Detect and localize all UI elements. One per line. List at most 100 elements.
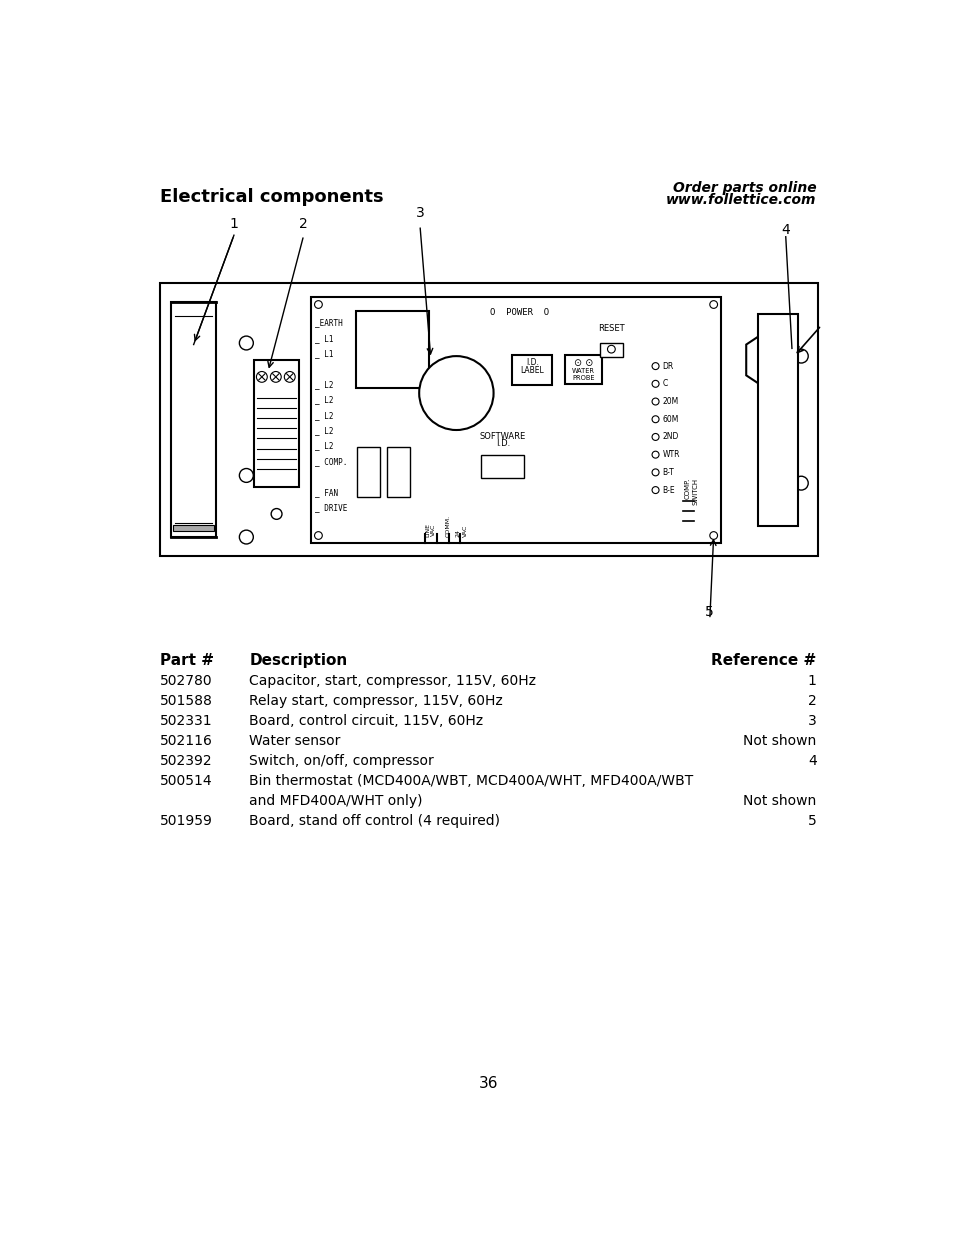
Text: www.follettice.com: www.follettice.com	[665, 193, 816, 206]
Text: 5: 5	[704, 605, 714, 620]
Text: Bin thermostat (MCD400A/WBT, MCD400A/WHT, MFD400A/WBT: Bin thermostat (MCD400A/WBT, MCD400A/WHT…	[249, 774, 693, 788]
Text: _ L1: _ L1	[314, 350, 333, 358]
Bar	[757, 314, 798, 526]
Text: LABEL: LABEL	[520, 366, 543, 375]
Circle shape	[607, 346, 615, 353]
Text: SWITCH: SWITCH	[691, 478, 698, 505]
Circle shape	[652, 451, 659, 458]
Text: Reference #: Reference #	[711, 652, 816, 668]
Bar	[356, 447, 380, 496]
Bar	[173, 525, 213, 531]
Text: LINE
VAC: LINE VAC	[425, 524, 436, 537]
Text: 502780: 502780	[159, 674, 212, 688]
Text: RESET: RESET	[598, 324, 624, 332]
Text: Capacitor, start, compressor, 115V, 60Hz: Capacitor, start, compressor, 115V, 60Hz	[249, 674, 536, 688]
Text: 500514: 500514	[159, 774, 212, 788]
Circle shape	[709, 531, 717, 540]
Text: 1: 1	[230, 216, 238, 231]
Text: I.D.: I.D.	[496, 440, 510, 448]
Text: 501588: 501588	[159, 694, 213, 708]
Circle shape	[270, 372, 281, 383]
Circle shape	[314, 531, 322, 540]
Circle shape	[271, 509, 282, 520]
Text: WATER: WATER	[572, 368, 595, 374]
Text: 501959: 501959	[159, 814, 213, 829]
Text: 36: 36	[478, 1076, 498, 1091]
Text: 502331: 502331	[159, 714, 212, 729]
Text: 2ND: 2ND	[661, 432, 679, 441]
Circle shape	[652, 380, 659, 388]
Text: _ FAN: _ FAN	[314, 488, 337, 496]
Text: 24: 24	[455, 529, 460, 537]
Text: 4: 4	[781, 222, 789, 237]
Circle shape	[794, 477, 807, 490]
Circle shape	[652, 433, 659, 441]
Text: 502116: 502116	[159, 734, 213, 748]
Circle shape	[652, 363, 659, 369]
Text: 4: 4	[807, 755, 816, 768]
Text: _EARTH: _EARTH	[314, 319, 342, 327]
Bar	[159, 283, 818, 556]
Bar	[355, 311, 429, 388]
Text: ⊙ ⊙: ⊙ ⊙	[573, 358, 593, 368]
Circle shape	[652, 469, 659, 475]
Bar	[171, 303, 216, 537]
Text: PROBE: PROBE	[572, 374, 594, 380]
Text: I.D.: I.D.	[525, 358, 538, 367]
Text: and MFD400A/WHT only): and MFD400A/WHT only)	[249, 794, 422, 808]
Bar	[253, 359, 298, 487]
Circle shape	[239, 530, 253, 543]
Text: Order parts online: Order parts online	[673, 180, 816, 195]
Text: 5: 5	[807, 814, 816, 829]
Text: SOFTWARE: SOFTWARE	[479, 431, 525, 441]
Text: VAC: VAC	[463, 525, 468, 537]
Text: 502392: 502392	[159, 755, 212, 768]
Text: 20M: 20M	[661, 396, 679, 406]
Text: B-T: B-T	[661, 468, 674, 477]
Text: B-E: B-E	[661, 485, 675, 494]
Text: 1: 1	[807, 674, 816, 688]
Text: _ DRIVE: _ DRIVE	[314, 503, 347, 513]
Circle shape	[418, 356, 493, 430]
Text: _ L2: _ L2	[314, 442, 333, 451]
Circle shape	[652, 398, 659, 405]
Text: Electrical components: Electrical components	[159, 188, 383, 206]
Bar	[599, 343, 622, 357]
Bar	[512, 354, 552, 385]
Text: Water sensor: Water sensor	[249, 734, 340, 748]
Circle shape	[256, 372, 267, 383]
Text: _ L2: _ L2	[314, 380, 333, 389]
Text: Relay start, compressor, 115V, 60Hz: Relay start, compressor, 115V, 60Hz	[249, 694, 502, 708]
Text: WTR: WTR	[661, 451, 679, 459]
Text: _ L2: _ L2	[314, 411, 333, 420]
Circle shape	[239, 468, 253, 483]
Text: COMM.: COMM.	[446, 515, 451, 537]
Circle shape	[284, 372, 294, 383]
Bar	[480, 454, 523, 478]
Text: Part #: Part #	[159, 652, 213, 668]
Circle shape	[314, 300, 322, 309]
Text: DR: DR	[661, 362, 673, 370]
Text: 60M: 60M	[661, 415, 679, 424]
Circle shape	[794, 350, 807, 363]
Text: Board, control circuit, 115V, 60Hz: Board, control circuit, 115V, 60Hz	[249, 714, 483, 729]
Text: _ L2: _ L2	[314, 395, 333, 404]
Text: Description: Description	[249, 652, 347, 668]
Text: 2: 2	[299, 216, 308, 231]
Text: O  POWER  O: O POWER O	[490, 308, 549, 316]
Text: COMP.: COMP.	[684, 478, 690, 499]
Text: _ L2: _ L2	[314, 426, 333, 435]
Bar	[564, 354, 601, 384]
Circle shape	[239, 336, 253, 350]
Text: Not shown: Not shown	[742, 794, 816, 808]
Text: Board, stand off control (4 required): Board, stand off control (4 required)	[249, 814, 500, 829]
Text: Switch, on/off, compressor: Switch, on/off, compressor	[249, 755, 434, 768]
Text: 3: 3	[807, 714, 816, 729]
Text: C: C	[661, 379, 667, 388]
Bar	[386, 447, 410, 496]
Circle shape	[652, 487, 659, 494]
Text: 2: 2	[807, 694, 816, 708]
Circle shape	[709, 300, 717, 309]
Circle shape	[652, 416, 659, 422]
Text: _ L1: _ L1	[314, 333, 333, 343]
